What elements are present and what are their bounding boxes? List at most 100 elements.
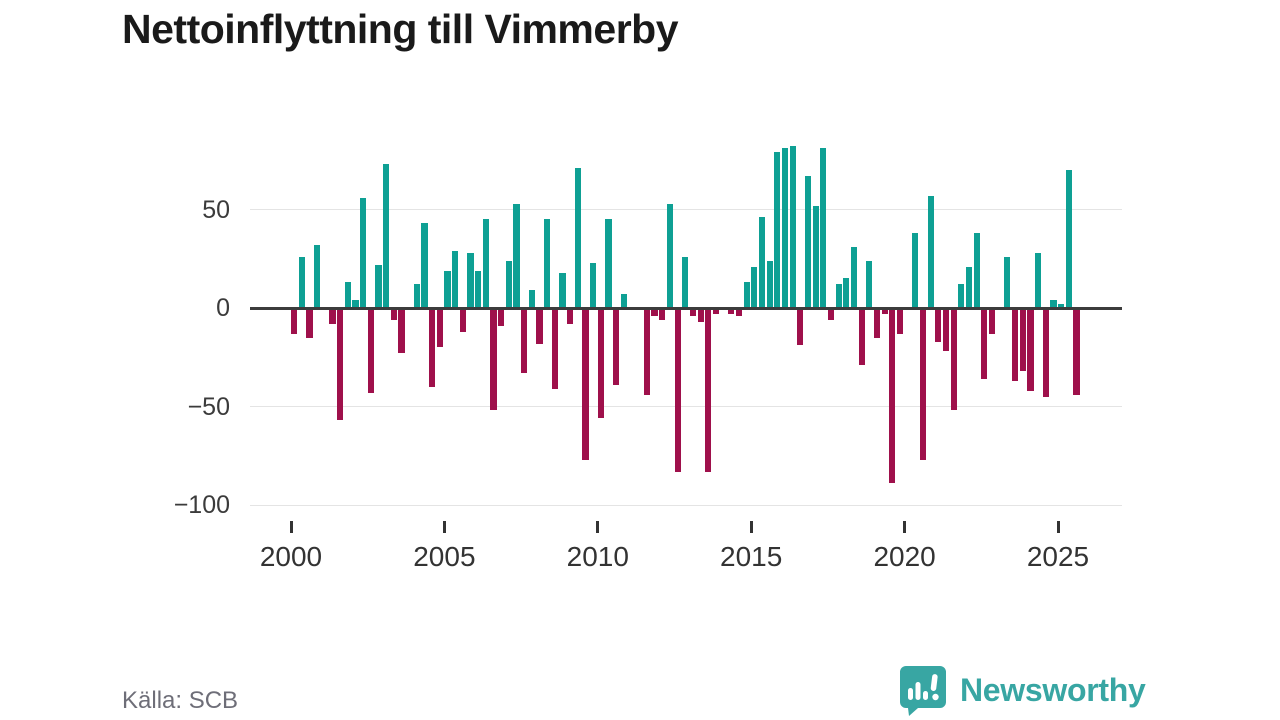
bar-2023Q4 [1019,308,1026,371]
bar-2015Q1 [751,266,758,309]
bar-2008Q1 [536,308,543,344]
bar-2014Q4 [743,282,750,308]
bar-2011Q4 [651,308,658,316]
bar-2007Q3 [521,308,528,373]
bar-2024Q3 [1042,308,1049,397]
bar-2013Q1 [689,308,697,316]
bar-2017Q2 [820,148,827,309]
bar-2005Q4 [467,252,474,309]
bar-2001Q4 [344,282,351,308]
bar-2024Q1 [1027,308,1034,391]
bar-2023Q3 [1011,308,1019,381]
x-axis-tick-2010 [596,521,600,533]
bar-2000Q1 [291,308,298,334]
bar-2015Q3 [766,260,773,309]
bar-2009Q4 [590,262,597,308]
bar-2012Q2 [666,203,674,308]
bar-2025Q1 [1058,304,1065,308]
bar-2006Q2 [482,219,489,309]
bar-2022Q4 [988,308,996,334]
bar-2012Q3 [674,308,681,472]
bar-2021Q2 [942,308,950,352]
bar-2015Q4 [774,152,781,308]
bar-2009Q3 [582,308,589,460]
newsworthy-logo-icon [898,664,948,716]
bar-2014Q3 [735,308,743,316]
page-title: Nettoinflyttning till Vimmerby [122,6,679,52]
bar-2008Q3 [551,308,558,389]
bar-2021Q3 [950,308,957,411]
bar-2023Q2 [1004,256,1011,308]
bar-2016Q4 [804,176,812,308]
bar-2017Q4 [835,284,842,308]
bar-2025Q2 [1065,170,1072,308]
bar-2018Q4 [866,260,873,309]
bar-2019Q1 [873,308,881,338]
gridline-y-50 [250,209,1122,210]
y-axis-label--100: −100 [173,491,230,519]
bar-2008Q4 [559,272,566,309]
zero-axis-line [250,306,1122,310]
bar-2010Q3 [613,308,620,385]
bar-2010Q1 [597,308,604,419]
bar-2004Q2 [421,223,428,308]
bar-2000Q2 [298,256,305,308]
x-axis-tick-2020 [903,521,907,533]
bar-2010Q2 [605,219,612,309]
bar-2014Q2 [728,308,735,314]
bar-2004Q3 [429,308,436,387]
bar-2009Q2 [574,168,581,309]
x-axis-tick-2000 [289,521,293,533]
bar-2011Q3 [643,308,650,395]
x-axis-label-2005: 2005 [413,541,476,572]
bar-2016Q2 [789,146,796,308]
bar-2022Q1 [965,266,973,309]
bar-2013Q2 [697,308,704,322]
bar-2020Q3 [919,308,927,460]
bar-2002Q2 [360,197,367,308]
bar-chart-plot-area [250,140,1122,535]
bar-2002Q1 [352,300,359,308]
bar-2012Q1 [659,308,666,320]
bar-2006Q3 [490,308,497,411]
bar-2016Q3 [797,308,804,346]
bar-2022Q3 [981,308,988,379]
bar-2002Q4 [375,264,382,308]
bar-2000Q4 [314,244,321,308]
newsworthy-logo: Newsworthy [898,664,1146,716]
bar-2024Q2 [1034,252,1042,309]
bar-2001Q2 [329,308,336,324]
bar-2021Q4 [958,284,965,308]
bar-2017Q1 [812,205,819,308]
bar-2018Q2 [850,246,858,309]
bar-2020Q2 [912,233,919,309]
bar-2000Q3 [306,308,313,338]
bar-2013Q3 [705,308,712,472]
bar-2004Q4 [436,308,443,348]
gridline-y--100 [250,504,1122,506]
bar-2003Q3 [398,308,405,354]
bar-2021Q1 [935,308,942,342]
bar-2008Q2 [544,219,551,309]
bar-2007Q1 [505,260,512,309]
bar-2005Q2 [452,250,459,308]
newsworthy-logo-text: Newsworthy [960,671,1146,708]
bar-2025Q3 [1073,308,1080,395]
bar-2013Q4 [712,308,720,314]
x-axis-tick-2015 [749,521,753,533]
bar-2002Q3 [367,308,374,393]
bar-2015Q2 [758,217,766,308]
bar-2007Q2 [513,203,520,308]
bar-2017Q3 [827,308,835,320]
bar-2020Q4 [927,195,934,308]
x-axis-label-2010: 2010 [566,541,629,572]
bar-2019Q3 [889,308,896,484]
gridline-y--50 [250,406,1122,407]
bar-2018Q1 [843,278,850,309]
bar-2010Q4 [620,294,627,308]
x-axis-label-2025: 2025 [1026,541,1090,572]
bar-2019Q4 [896,308,904,334]
x-axis-label-2015: 2015 [720,541,783,572]
x-axis-label-2020: 2020 [873,541,936,572]
